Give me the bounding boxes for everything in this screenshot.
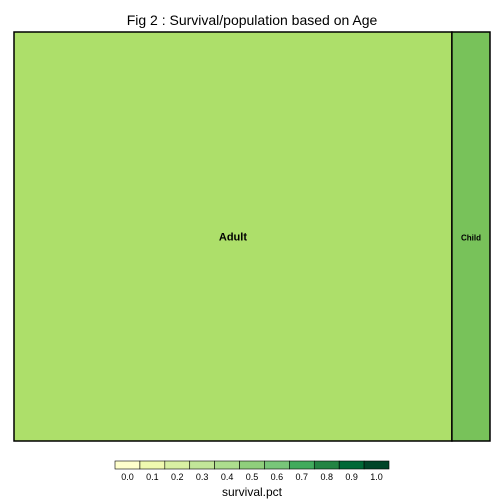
legend-tick-label: 0.5: [246, 472, 259, 482]
legend-swatch: [289, 460, 315, 470]
legend-swatch: [239, 460, 265, 470]
legend-swatch: [139, 460, 166, 470]
legend-tick-label: 0.6: [271, 472, 284, 482]
legend-swatch: [114, 460, 141, 470]
legend-swatch: [363, 460, 390, 470]
color-legend: 0.0 0.1 0.2 0.3 0.4 0.5 0.6 0.7 0.8 0.9 1.0 surviv…: [114, 460, 390, 499]
legend-swatch: [164, 460, 191, 470]
legend-tick-label: 0.7: [296, 472, 309, 482]
tile-label-adult: Adult: [219, 232, 247, 244]
legend-swatch: [214, 460, 240, 470]
legend-swatch: [189, 460, 215, 470]
legend-swatches: [114, 460, 390, 470]
legend-tick-label: 0.4: [221, 472, 234, 482]
tile-label-child: Child: [461, 234, 481, 243]
tile-adult: [13, 31, 453, 442]
tile-child: [451, 31, 491, 442]
legend-tick-label: 0.1: [146, 472, 159, 482]
legend-tick-label: 1.0: [370, 472, 383, 482]
legend-tick-label: 0.3: [196, 472, 209, 482]
chart-title: Fig 2 : Survival/population based on Age: [127, 12, 378, 28]
legend-tick-label: 0.0: [121, 472, 134, 482]
legend-title: survival.pct: [222, 485, 283, 499]
legend-swatch: [264, 460, 290, 470]
treemap-tiles: Adult Child: [13, 31, 491, 442]
legend-tick-label: 0.9: [345, 472, 358, 482]
legend-tick-label: 0.2: [171, 472, 184, 482]
legend-swatch: [313, 460, 340, 470]
legend-tick-label: 0.8: [320, 472, 333, 482]
legend-ticks: 0.0 0.1 0.2 0.3 0.4 0.5 0.6 0.7 0.8 0.9 1.0: [121, 472, 383, 482]
legend-swatch: [338, 460, 365, 470]
